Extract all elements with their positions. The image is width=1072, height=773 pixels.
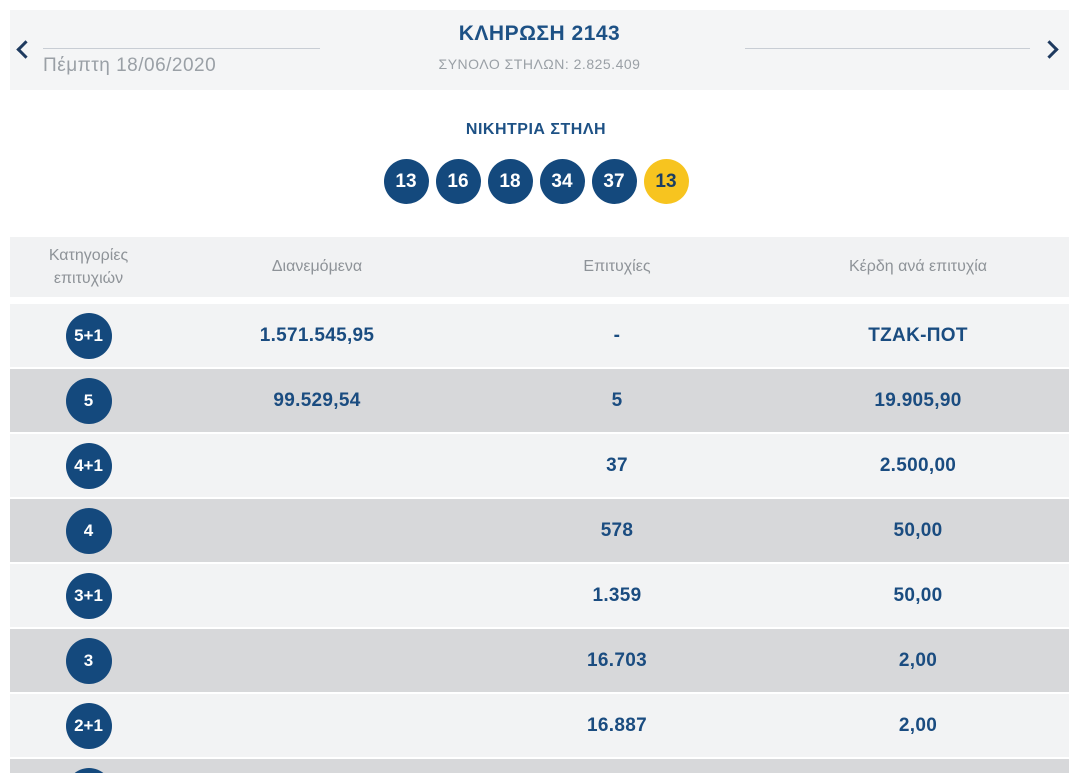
prize-cell: 2,00 [898, 649, 938, 671]
table-body: 5+1 1.571.545,95 - ΤΖΑΚ-ΠΟΤ 5 99.529,54 … [10, 304, 1069, 773]
prize-cell: 2.500,00 [879, 454, 957, 476]
category-cell: 5 [10, 377, 167, 424]
draw-title: ΚΛΗΡΩΣΗ 2143 [458, 22, 621, 45]
divider [43, 48, 320, 49]
category-cell: 3 [10, 637, 167, 684]
chevron-right-icon[interactable] [1040, 40, 1059, 59]
category-badge: 5 [65, 377, 112, 424]
winners-cell: 37 [606, 454, 628, 476]
winners-cell: 16.703 [587, 649, 647, 671]
category-badge: 3 [65, 637, 112, 684]
winners-cell: - [613, 324, 621, 346]
prize-cell: 19.905,90 [874, 389, 962, 411]
category-cell: 2+1 [10, 702, 167, 749]
category-badge: 5+1 [65, 312, 112, 359]
category-cell: 5+1 [10, 312, 167, 359]
draw-date: Πέμπτη 18/06/2020 [43, 55, 217, 76]
winning-number-ball: 37 [591, 159, 637, 204]
category-cell: 3+1 [10, 572, 167, 619]
table-row: 4+1 37 2.500,00 [10, 434, 1069, 497]
winners-cell: 1.359 [592, 584, 642, 606]
winning-column-title: ΝΙΚΗΤΡΙΑ ΣΤΗΛΗ [465, 121, 607, 138]
prize-cell: 50,00 [893, 519, 943, 541]
table-row: 3 16.703 2,00 [10, 629, 1069, 692]
category-badge: 2 [65, 767, 112, 773]
category-cell: 4 [10, 507, 167, 554]
category-badge: 2+1 [65, 702, 112, 749]
draw-navigation-bar: Πέμπτη 18/06/2020 ΚΛΗΡΩΣΗ 2143 ΣΥΝΟΛΟ ΣΤ… [10, 10, 1069, 90]
prize-cell: 50,00 [893, 584, 943, 606]
category-badge: 4+1 [65, 442, 112, 489]
column-header-categories: Κατηγορίες επιτυχιών [48, 246, 129, 287]
table-row: 2 [10, 759, 1069, 773]
total-columns-label: ΣΥΝΟΛΟ ΣΤΗΛΩΝ: 2.825.409 [438, 56, 641, 72]
results-table: Κατηγορίες επιτυχιών Διανεμόμενα Επιτυχί… [10, 237, 1069, 773]
category-cell: 4+1 [10, 442, 167, 489]
table-row: 4 578 50,00 [10, 499, 1069, 562]
column-header-winners: Επιτυχίες [583, 258, 651, 276]
table-row: 3+1 1.359 50,00 [10, 564, 1069, 627]
table-row: 5+1 1.571.545,95 - ΤΖΑΚ-ΠΟΤ [10, 304, 1069, 367]
joker-number-ball: 13 [643, 159, 689, 204]
column-header-distributed: Διανεμόμενα [271, 258, 363, 276]
category-badge: 3+1 [65, 572, 112, 619]
winners-cell: 16.887 [587, 714, 647, 736]
winning-number-ball: 16 [435, 159, 481, 204]
draw-header: ΚΛΗΡΩΣΗ 2143 ΣΥΝΟΛΟ ΣΤΗΛΩΝ: 2.825.409 [340, 10, 740, 72]
prize-cell: ΤΖΑΚ-ΠΟΤ [868, 324, 968, 346]
winners-cell: 578 [600, 519, 634, 541]
winning-number-ball: 13 [383, 159, 429, 204]
distributed-cell: 99.529,54 [273, 389, 361, 411]
table-header-row: Κατηγορίες επιτυχιών Διανεμόμενα Επιτυχί… [10, 237, 1069, 297]
category-badge: 4 [65, 507, 112, 554]
category-cell: 2 [10, 767, 167, 773]
prize-cell: 2,00 [898, 714, 938, 736]
table-row: 2+1 16.887 2,00 [10, 694, 1069, 757]
winners-cell: 5 [611, 389, 623, 411]
winning-numbers: 13 16 18 34 37 13 [0, 159, 1072, 204]
chevron-left-icon[interactable] [16, 40, 35, 59]
winning-number-ball: 34 [539, 159, 585, 204]
distributed-cell: 1.571.545,95 [259, 324, 375, 346]
divider [745, 48, 1030, 49]
winning-number-ball: 18 [487, 159, 533, 204]
column-header-prize: Κέρδη ανά επιτυχία [848, 258, 988, 276]
table-row: 5 99.529,54 5 19.905,90 [10, 369, 1069, 432]
